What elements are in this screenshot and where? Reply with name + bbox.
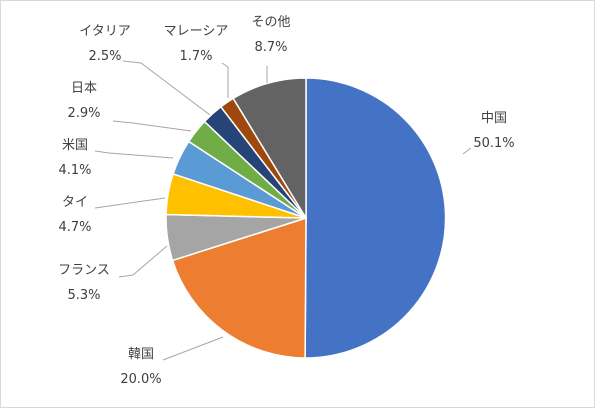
pie-slice-9 [232,77,307,221]
leader-line-5 [94,150,174,159]
slice-value-6: 2.9% [67,106,100,121]
leader-line-6 [112,120,192,132]
slice-value-4: 4.7% [58,220,91,235]
slice-value-9: 8.7% [254,40,287,55]
slice-value-5: 4.1% [58,163,91,178]
slice-label-1: 中国 [481,111,507,126]
slice-value-8: 1.7% [179,49,212,64]
data-labels: 中国 50.1% 韓国 20.0% フランス 5.3% タイ 4.7% 米国 4.1% 日本 2.9%… [58,15,515,387]
slice-value-2: 20.0% [120,372,161,387]
slice-label-2: 韓国 [128,347,154,362]
leader-line-1 [462,147,472,155]
slice-label-4: タイ [62,195,88,210]
pie-slice-1 [304,77,447,359]
leader-lines [94,60,472,361]
leader-line-3 [118,245,168,278]
slice-label-5: 米国 [62,138,88,153]
slice-label-6: 日本 [71,81,97,96]
pie-slice-2 [171,216,307,359]
slice-label-9: その他 [251,15,290,30]
leader-line-2 [162,336,224,361]
slice-label-3: フランス [58,263,110,278]
slice-value-3: 5.3% [67,288,100,303]
slice-label-7: イタリア [79,24,130,39]
slice-label-8: マレーシア [164,24,229,39]
leader-line-8 [221,62,229,98]
leader-line-7 [122,60,211,116]
pie-slices [165,77,447,359]
slice-value-1: 50.1% [473,136,514,151]
leader-line-4 [94,197,166,209]
slice-value-7: 2.5% [88,49,121,64]
